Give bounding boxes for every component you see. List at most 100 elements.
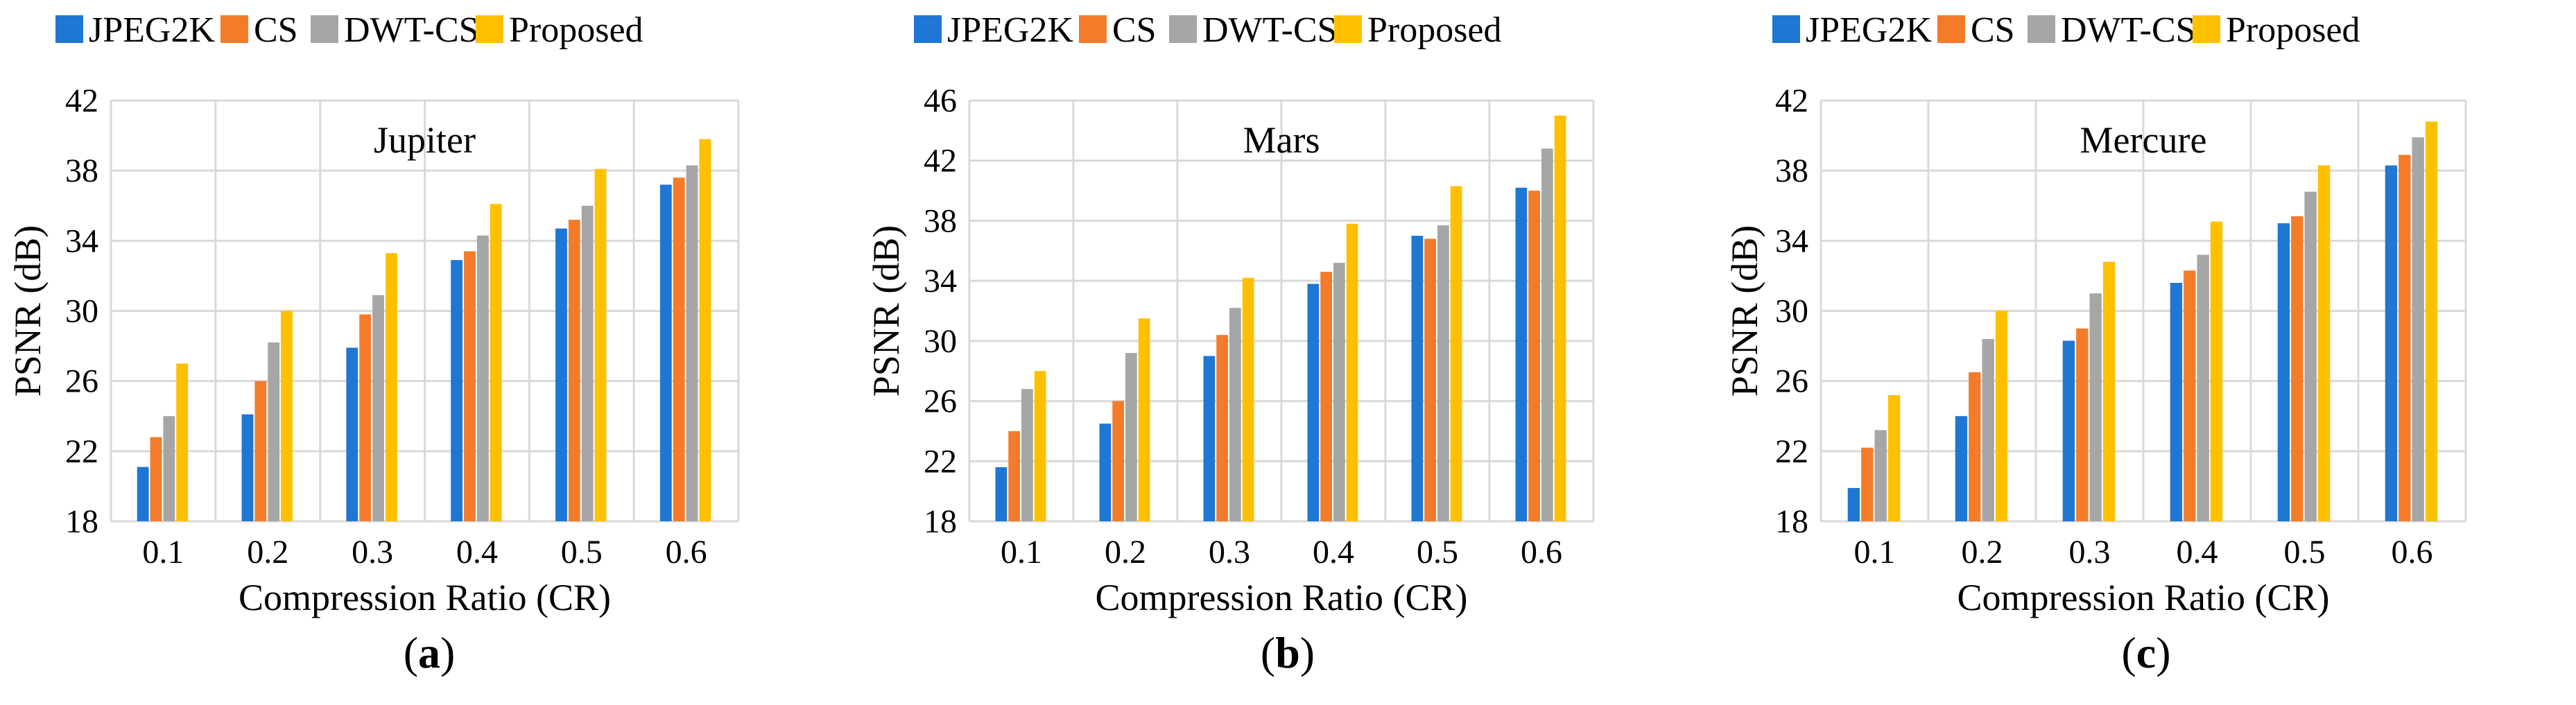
- legend-swatch-cs: [1079, 15, 1107, 43]
- bar-jpeg2k-0-4: [2170, 283, 2183, 521]
- bar-jpeg2k-0-1: [1847, 487, 1860, 521]
- bar-proposed-0-1: [1887, 394, 1901, 521]
- bar-dwt-cs-0-4: [476, 235, 489, 521]
- legend-label-proposed: Proposed: [509, 10, 643, 50]
- y-tick-label: 42: [924, 143, 957, 180]
- bar-dwt-cs-0-4: [1333, 263, 1345, 521]
- chart-jupiter: 18 22 26 30 34 38 42 0.1 0.2 0.3 0.4 0.5 0.6 Jupiter C…: [7, 10, 740, 618]
- legend-swatch-jpeg2k: [1772, 15, 1800, 43]
- bar-dwt-cs-0-3: [372, 295, 384, 521]
- bar-proposed-0-1: [176, 363, 189, 521]
- y-tick-label: 18: [1775, 503, 1808, 540]
- y-axis-label: PSNR (dB): [865, 225, 907, 397]
- caption-letter: c: [2136, 628, 2156, 677]
- legend-swatch-jpeg2k: [55, 15, 83, 43]
- legend-label-proposed: Proposed: [1367, 10, 1502, 50]
- y-tick-label: 42: [65, 82, 98, 119]
- legend-label-jpeg2k: JPEG2K: [89, 10, 215, 50]
- y-tick-label: 18: [65, 503, 98, 540]
- bar-cs-0-4: [1320, 272, 1332, 521]
- bar-proposed-0-5: [2317, 165, 2331, 521]
- bar-proposed-0-6: [699, 139, 711, 521]
- bar-proposed-0-1: [1034, 371, 1046, 521]
- bar-proposed-0-6: [1554, 115, 1566, 521]
- caption-b: (b): [1260, 628, 1315, 677]
- bar-jpeg2k-0-5: [2277, 223, 2290, 521]
- legend-label-jpeg2k: JPEG2K: [1806, 10, 1932, 50]
- legend-label-dwt-cs: DWT-CS: [344, 10, 479, 50]
- bar-cs-0-5: [1424, 238, 1436, 521]
- bar-dwt-cs-0-5: [2304, 191, 2317, 521]
- y-tick-label: 46: [924, 82, 957, 119]
- x-axis-label: Compression Ratio (CR): [239, 577, 611, 618]
- bar-proposed-0-2: [1995, 311, 2008, 521]
- y-tick-label: 26: [65, 363, 98, 400]
- x-tick-label: 0.4: [456, 534, 498, 571]
- bar-cs-0-2: [1112, 401, 1124, 521]
- x-tick-label: 0.4: [1313, 534, 1354, 571]
- bar-proposed-0-6: [2425, 121, 2438, 522]
- bar-proposed-0-5: [594, 168, 607, 521]
- y-tick-label: 38: [924, 202, 957, 239]
- bar-proposed-0-4: [490, 204, 502, 521]
- legend-swatch-proposed: [1334, 15, 1362, 43]
- bar-dwt-cs-0-6: [686, 165, 698, 521]
- x-tick-label: 0.5: [1417, 534, 1458, 571]
- bar-cs-0-1: [1861, 447, 1874, 521]
- bar-cs-0-6: [2398, 155, 2411, 521]
- bar-jpeg2k-0-1: [995, 467, 1008, 521]
- bar-jpeg2k-0-3: [1203, 356, 1216, 521]
- bar-dwt-cs-0-2: [268, 342, 280, 521]
- y-tick-label: 30: [1775, 293, 1808, 330]
- bar-cs-0-1: [1008, 430, 1020, 521]
- bar-cs-0-4: [464, 251, 476, 521]
- chart-title: Mercure: [2080, 119, 2207, 161]
- bar-dwt-cs-0-6: [1541, 148, 1553, 521]
- bar-cs-0-3: [359, 314, 372, 521]
- bar-jpeg2k-0-6: [659, 184, 672, 521]
- legend-swatch-cs: [1937, 15, 1965, 43]
- x-tick-label: 0.5: [561, 534, 603, 571]
- x-tick-label: 0.5: [2284, 534, 2326, 571]
- bar-dwt-cs-0-1: [1021, 389, 1033, 521]
- bar-cs-0-6: [1528, 191, 1540, 521]
- y-axis-label: PSNR (dB): [7, 225, 49, 397]
- x-tick-label: 0.2: [1105, 534, 1146, 571]
- bar-jpeg2k-0-5: [1411, 236, 1424, 521]
- chart-mars: 18 22 26 30 34 38 42 46 0.1 0.2 0.3 0.4 0.5 0.6 Mars Co…: [865, 10, 1595, 618]
- legend-swatch-jpeg2k: [914, 15, 942, 43]
- caption-letter: a: [418, 628, 440, 677]
- bar-cs-0-2: [254, 381, 267, 521]
- x-tick-label: 0.3: [1209, 534, 1250, 571]
- legend-swatch-cs: [221, 15, 248, 43]
- x-tick-label: 0.2: [1962, 534, 2003, 571]
- x-tick-label: 0.3: [2069, 534, 2111, 571]
- legend-label-dwt-cs: DWT-CS: [1202, 10, 1338, 50]
- y-tick-label: 34: [924, 263, 957, 299]
- figure-panel-c: 18 22 26 30 34 38 42 0.1 0.2 0.3 0.4 0.5 0.6 Mercure C…: [1717, 0, 2575, 705]
- chart-title: Mars: [1243, 119, 1320, 161]
- y-tick-label: 34: [65, 223, 98, 259]
- bar-jpeg2k-0-2: [1955, 416, 1968, 521]
- bar-cs-0-5: [2291, 216, 2303, 521]
- bar-jpeg2k-0-6: [2385, 165, 2398, 521]
- y-tick-label: 42: [1775, 82, 1808, 119]
- legend-swatch-dwt-cs: [2028, 15, 2055, 43]
- x-tick-label: 0.6: [2392, 534, 2433, 571]
- chart-mercure: 18 22 26 30 34 38 42 0.1 0.2 0.3 0.4 0.5 0.6 Mercure C…: [1724, 10, 2467, 618]
- x-tick-label: 0.1: [142, 534, 184, 571]
- bar-jpeg2k-0-6: [1515, 187, 1528, 521]
- bar-proposed-0-3: [1242, 277, 1254, 521]
- bar-cs-0-1: [150, 437, 162, 521]
- bar-dwt-cs-0-5: [581, 205, 594, 521]
- bar-jpeg2k-0-4: [1307, 284, 1320, 521]
- figure-panel-b: 18 22 26 30 34 38 42 46 0.1 0.2 0.3 0.4 0.5 0.6 Mars Co…: [858, 0, 1717, 705]
- x-tick-label: 0.6: [1521, 534, 1562, 571]
- bar-cs-0-3: [2076, 328, 2089, 521]
- y-tick-label: 26: [924, 383, 957, 420]
- x-tick-label: 0.1: [1001, 534, 1042, 571]
- bar-jpeg2k-0-2: [1099, 424, 1112, 521]
- y-tick-label: 26: [1775, 363, 1808, 400]
- x-axis-label: Compression Ratio (CR): [1096, 577, 1468, 618]
- bar-cs-0-5: [568, 219, 580, 521]
